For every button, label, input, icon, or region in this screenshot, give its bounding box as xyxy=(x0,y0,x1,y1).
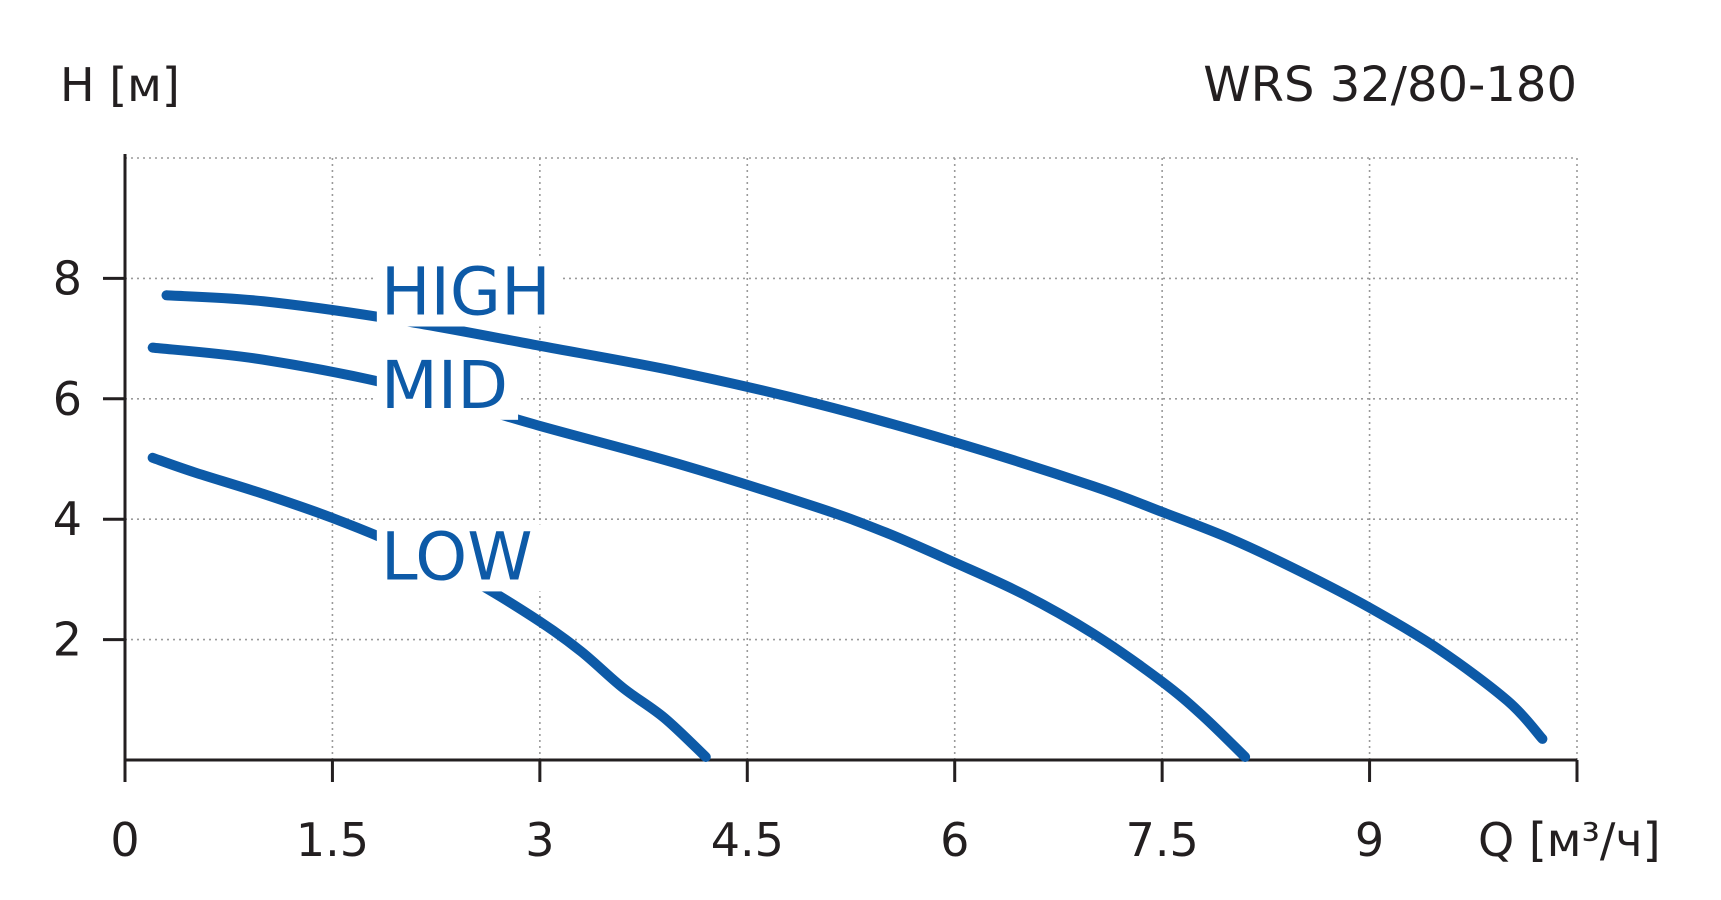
series-lines xyxy=(147,290,1548,762)
x-axis-label: Q [м³/ч] xyxy=(1478,813,1661,867)
x-tick-label: 6 xyxy=(940,813,969,867)
series-label-high: HIGH xyxy=(376,254,561,331)
y-axis-label: H [м] xyxy=(60,58,180,112)
series-label-low: LOW xyxy=(376,518,543,595)
chart-title: WRS 32/80-180 xyxy=(1203,57,1577,113)
series-label-background xyxy=(376,524,543,592)
x-tick-label: 7.5 xyxy=(1126,813,1199,867)
series-label-text: HIGH xyxy=(381,254,551,331)
series-label-background xyxy=(376,352,519,420)
grid xyxy=(125,157,1578,760)
x-tick-label: 0 xyxy=(110,813,139,867)
y-tick-label: 6 xyxy=(53,372,82,426)
x-tick-label: 3 xyxy=(525,813,554,867)
series-label-text: MID xyxy=(381,347,508,424)
series-label-mid: MID xyxy=(376,347,519,424)
series-labels: HIGH MID LOW xyxy=(376,254,561,595)
y-tick-label: 2 xyxy=(53,613,82,667)
tick-labels: 0 1.5 3 4.5 6 7.5 9 2 4 6 8 xyxy=(53,251,1384,867)
series-label-background xyxy=(376,259,561,327)
x-tick-label: 1.5 xyxy=(296,813,369,867)
axes xyxy=(103,154,1579,782)
series-line-mid xyxy=(147,342,1251,762)
series-line-low xyxy=(147,452,711,762)
x-tick-label: 4.5 xyxy=(711,813,784,867)
series-label-text: LOW xyxy=(381,518,533,595)
y-tick-label: 8 xyxy=(53,251,82,305)
x-tick-label: 9 xyxy=(1355,813,1384,867)
y-tick-label: 4 xyxy=(53,492,82,546)
